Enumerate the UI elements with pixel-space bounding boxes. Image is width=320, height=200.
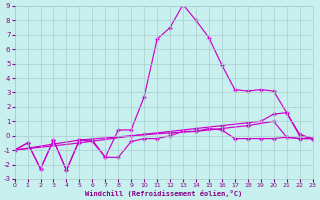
X-axis label: Windchill (Refroidissement éolien,°C): Windchill (Refroidissement éolien,°C) xyxy=(85,190,242,197)
